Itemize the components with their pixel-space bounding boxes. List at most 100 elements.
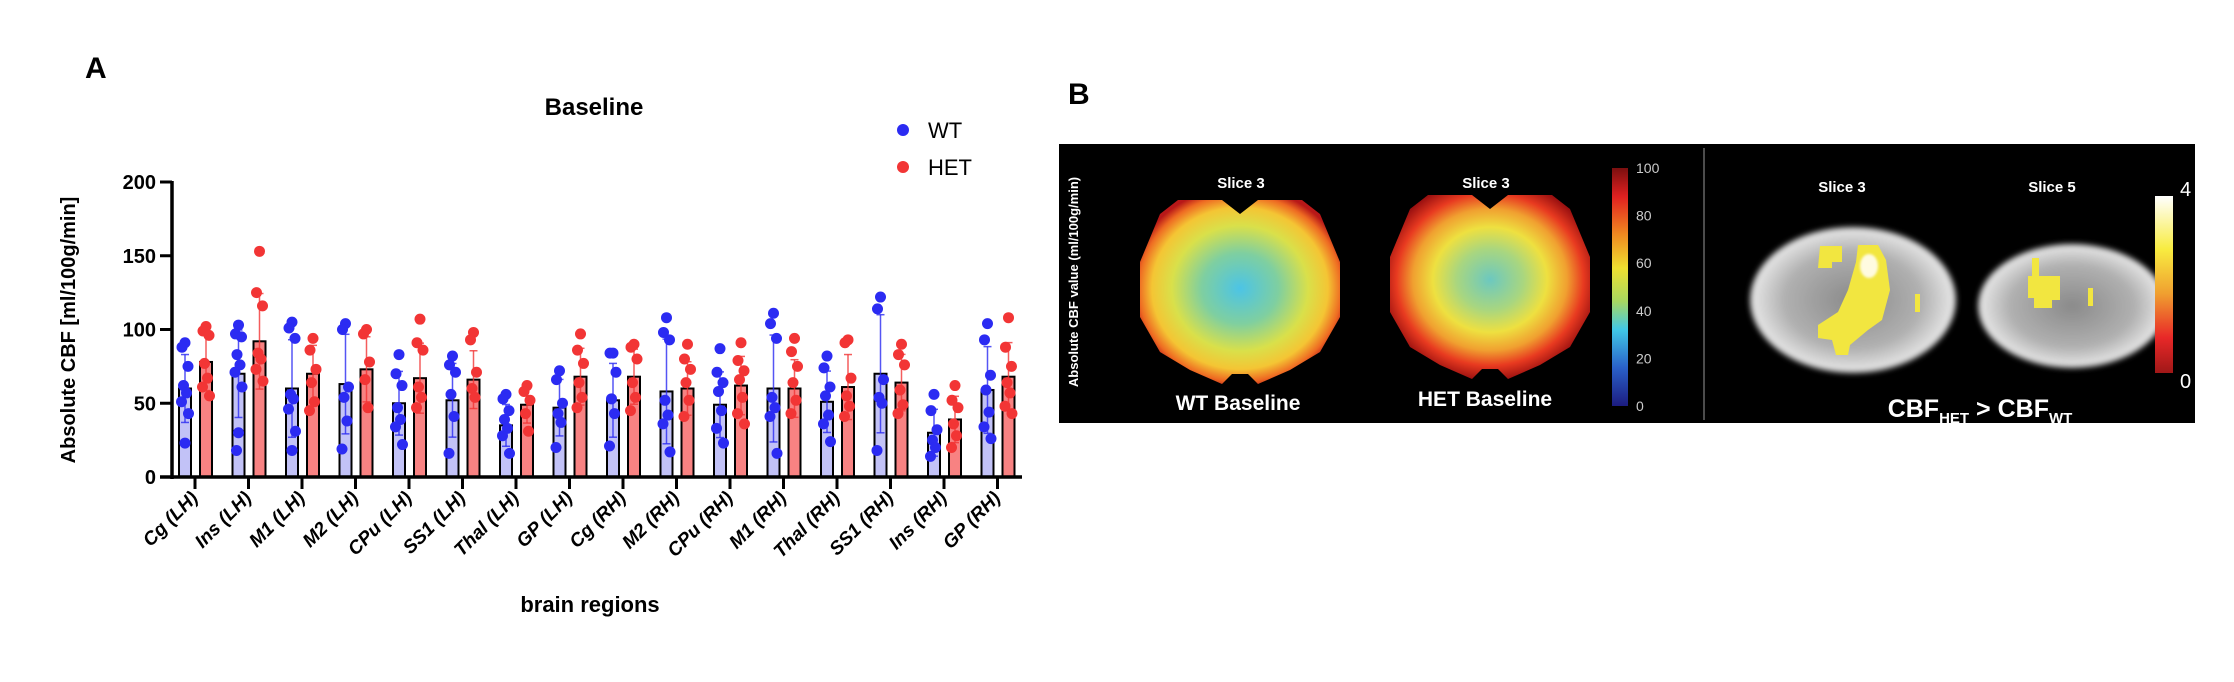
data-point-het	[411, 402, 422, 414]
data-point-wt	[658, 326, 669, 338]
data-point-wt	[231, 444, 242, 456]
data-point-het	[469, 391, 481, 403]
data-point-wt	[664, 334, 675, 346]
legend-het-marker	[897, 161, 909, 173]
data-point-wt	[176, 341, 188, 353]
data-point-wt	[769, 402, 781, 414]
data-point-wt	[931, 424, 943, 436]
data-point-wt	[557, 397, 568, 409]
data-point-wt	[771, 332, 782, 344]
data-point-het	[786, 346, 797, 358]
data-point-wt	[289, 332, 301, 344]
data-point-wt	[503, 405, 515, 417]
data-point-het	[199, 357, 210, 369]
data-point-het	[304, 405, 315, 417]
het-baseline-map	[1390, 195, 1590, 379]
data-point-wt	[716, 405, 727, 417]
data-point-het	[737, 391, 748, 403]
data-point-het	[739, 418, 750, 430]
data-point-wt	[820, 390, 831, 402]
data-point-het	[202, 372, 213, 384]
legend-wt-label: WT	[928, 118, 962, 143]
data-point-het	[197, 381, 208, 393]
tscore-min: 0	[2180, 371, 2191, 393]
data-point-het	[732, 354, 744, 366]
contrast-slice-3-label: Slice 3	[1818, 179, 1866, 196]
data-point-wt	[985, 369, 996, 381]
wt-baseline-caption: WT Baseline	[1176, 392, 1301, 415]
data-point-wt	[236, 331, 247, 343]
data-point-het	[845, 372, 857, 384]
data-point-wt	[979, 334, 990, 346]
data-point-wt	[718, 437, 729, 449]
data-point-het	[307, 332, 319, 344]
data-point-het	[203, 329, 215, 341]
data-point-wt	[497, 430, 508, 442]
data-point-wt	[341, 415, 353, 427]
data-point-het	[416, 391, 427, 403]
cbf-colorbar	[1612, 168, 1628, 406]
data-point-wt	[550, 442, 562, 453]
data-point-het	[465, 334, 476, 346]
data-point-wt	[764, 411, 776, 423]
legend-het-label: HET	[928, 155, 972, 180]
contrast-caption: CBFHET > CBFWT	[1888, 395, 2073, 427]
data-point-wt	[871, 444, 883, 456]
data-point-wt	[985, 433, 997, 445]
data-point-wt	[606, 393, 617, 405]
contrast-slice-5-label: Slice 5	[2028, 179, 2076, 196]
x-tick-label: M1 (LH)	[245, 488, 309, 552]
data-point-wt	[659, 394, 671, 406]
wt-baseline-map	[1140, 200, 1340, 384]
data-point-het	[952, 402, 964, 414]
data-point-het	[630, 391, 641, 403]
data-point-wt	[978, 421, 990, 433]
data-point-het	[948, 418, 959, 430]
data-point-het	[518, 385, 530, 397]
legend-wt-marker	[897, 124, 909, 136]
data-point-wt	[551, 374, 562, 386]
y-tick-label: 200	[123, 172, 156, 194]
cbf-colorbar-tick-label: 20	[1636, 350, 1652, 366]
data-point-wt	[390, 421, 401, 433]
data-point-het	[893, 349, 904, 361]
data-point-wt	[928, 388, 940, 400]
data-point-het	[899, 359, 910, 371]
data-point-wt	[878, 374, 889, 386]
data-point-wt	[657, 418, 669, 430]
data-point-wt	[610, 366, 622, 378]
data-point-wt	[390, 368, 402, 380]
data-point-het	[572, 344, 583, 356]
data-point-wt	[925, 405, 937, 417]
data-point-wt	[765, 318, 776, 330]
data-point-wt	[236, 381, 248, 393]
data-point-het	[844, 400, 855, 412]
data-point-wt	[818, 418, 829, 430]
chart-title: Baseline	[545, 94, 644, 121]
data-point-het	[951, 430, 962, 442]
data-point-wt	[445, 388, 457, 400]
data-point-het	[254, 245, 265, 257]
data-point-het	[792, 360, 803, 372]
data-point-wt	[229, 366, 241, 378]
tscore-label: T-score	[2194, 253, 2215, 316]
cbf-colorbar-tick-label: 60	[1636, 255, 1652, 271]
data-point-het	[631, 353, 643, 365]
data-point-wt	[982, 318, 993, 330]
y-axis-label: Absolute CBF [ml/100g/min]	[58, 197, 80, 464]
data-point-wt	[176, 396, 187, 408]
cbf-colorbar-tick-label: 40	[1636, 303, 1652, 319]
tscore-colorbar	[2155, 196, 2173, 373]
data-point-het	[411, 337, 423, 349]
data-point-wt	[661, 312, 672, 324]
data-point-het	[520, 408, 531, 420]
data-point-het	[839, 411, 850, 423]
data-point-wt	[768, 307, 779, 319]
data-point-het	[625, 405, 636, 417]
data-point-wt	[283, 403, 294, 415]
y-tick-label: 50	[134, 393, 156, 415]
data-point-wt	[766, 391, 778, 403]
het-slice-label: Slice 3	[1462, 175, 1510, 192]
contrast-slice-5	[1978, 244, 2166, 368]
data-point-het	[364, 356, 375, 368]
